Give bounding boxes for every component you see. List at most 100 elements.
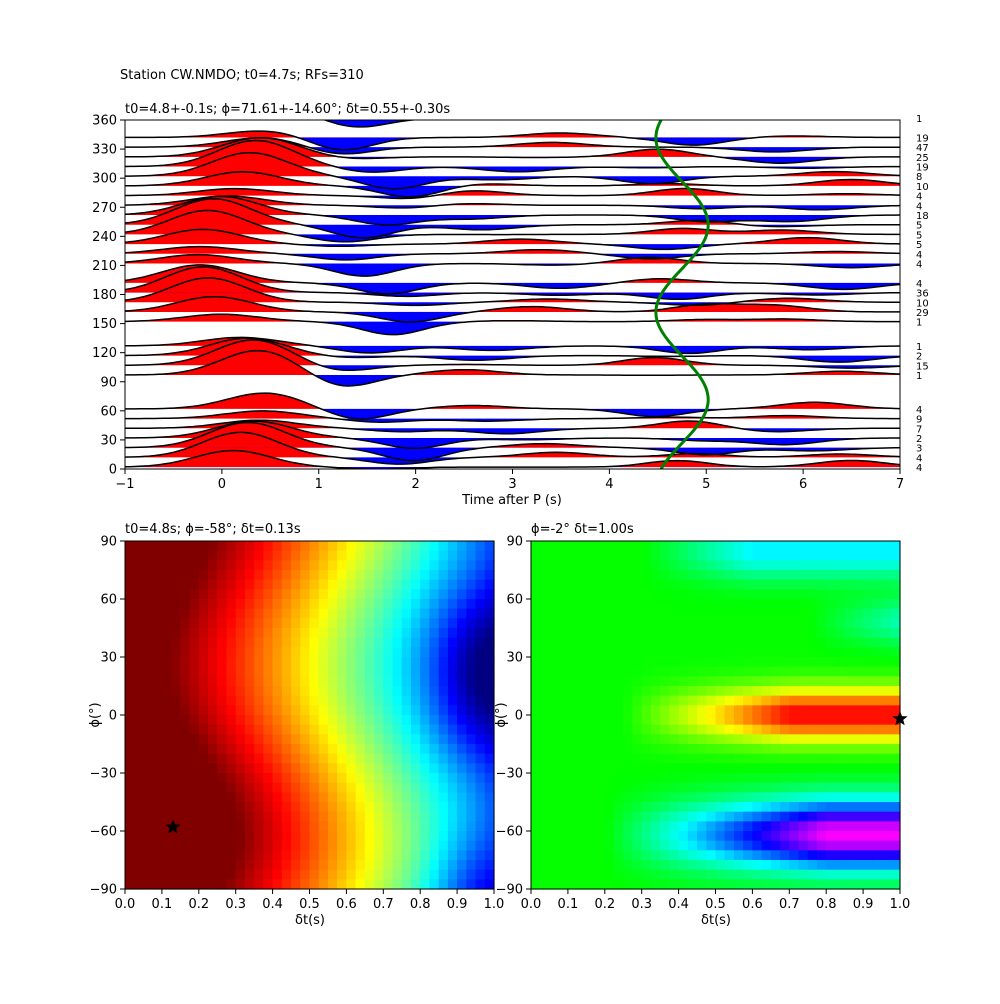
heatmap-cell	[318, 782, 329, 793]
heatmap-cell	[327, 657, 338, 668]
heatmap-cell	[355, 676, 366, 687]
heatmap-cell	[263, 695, 274, 706]
heatmap-cell	[752, 821, 763, 832]
heatmap-cell	[881, 570, 892, 581]
heatmap-cell	[807, 686, 818, 697]
heatmap-cell	[226, 792, 237, 803]
heatmap-cell	[863, 763, 873, 774]
heatmap-cell	[872, 792, 883, 803]
heatmap-cell	[826, 666, 837, 677]
heatmap-cell	[217, 705, 228, 716]
heatmap-cell	[540, 879, 551, 890]
heatmap-cell	[780, 763, 790, 774]
heatmap-cell	[438, 686, 449, 697]
heatmap-cell	[549, 821, 560, 832]
heatmap-cell	[374, 618, 384, 629]
heatmap-cell	[208, 763, 218, 774]
heatmap-cell	[420, 821, 431, 832]
heatmap-cell	[327, 811, 338, 822]
heatmap-cell	[125, 792, 135, 803]
heatmap-cell	[226, 821, 237, 832]
heatmap-cell	[337, 686, 347, 697]
heatmap-cell	[355, 811, 366, 822]
heatmap-cell	[383, 860, 394, 871]
heatmap-cell	[761, 570, 772, 581]
rf-positive-fill	[125, 196, 900, 206]
heatmap-cell	[447, 773, 458, 784]
heatmap-cell	[346, 869, 357, 880]
heatmap-cell	[826, 763, 837, 774]
heatmap-cell	[798, 666, 809, 677]
heatmap-cell	[604, 618, 615, 629]
heatmap-cell	[318, 821, 329, 832]
heatmap-cell	[152, 744, 163, 755]
heatmap-cell	[484, 599, 495, 610]
heatmap-cell	[632, 753, 643, 764]
heatmap-cell	[697, 773, 707, 784]
heatmap-cell	[540, 695, 551, 706]
heatmap-cell	[300, 628, 311, 639]
heatmap-cell	[392, 705, 403, 716]
heatmap-cell	[392, 618, 403, 629]
heatmap-cell	[484, 724, 495, 735]
heatmap-cell	[650, 753, 661, 764]
heatmap-cell	[872, 763, 883, 774]
heatmap-cell	[697, 840, 707, 851]
heatmap-cell	[291, 608, 301, 619]
heatmap-cell	[401, 560, 412, 571]
heatmap-cell	[669, 570, 680, 581]
heatmap-cell	[254, 686, 264, 697]
heatmap-cell	[281, 705, 292, 716]
heatmap-cell	[484, 734, 495, 745]
heatmap-cell	[743, 715, 753, 726]
heatmap-cell	[327, 618, 338, 629]
heatmap-cell	[420, 666, 431, 677]
heatmap-cell	[374, 647, 384, 658]
heatmap-cell	[770, 666, 781, 677]
heatmap-cell	[881, 840, 892, 851]
heatmap-cell	[604, 860, 615, 871]
heatmap-cell	[881, 744, 892, 755]
heatmap-cell	[697, 715, 707, 726]
heatmap-cell	[198, 666, 209, 677]
heatmap-cell	[484, 570, 495, 581]
heatmap-cell	[466, 821, 477, 832]
heatmap-cell	[410, 599, 421, 610]
heatmap-cell	[189, 676, 200, 687]
heatmap-cell	[881, 637, 892, 648]
heatmap-cell	[863, 724, 873, 735]
heatmap-cell	[355, 831, 366, 842]
heatmap-cell	[189, 608, 200, 619]
heatmap-cell	[752, 792, 763, 803]
heatmap-cell	[300, 860, 311, 871]
heatmap-cell	[816, 560, 827, 571]
heatmap-cell	[161, 628, 172, 639]
heatmap-cell	[743, 850, 753, 861]
x-tick-label: 0.4	[262, 897, 283, 912]
x-tick-label: 0.9	[853, 897, 874, 912]
heatmap-cell	[558, 657, 569, 668]
heatmap-cell	[595, 869, 606, 880]
heatmap-cell	[392, 840, 403, 851]
heatmap-cell	[410, 792, 421, 803]
rf-count-label: 10	[916, 182, 929, 193]
heatmap-cell	[254, 676, 264, 687]
heatmap-cell	[853, 589, 864, 600]
heatmap-cell	[780, 734, 790, 745]
heatmap-cell	[429, 666, 440, 677]
heatmap-cell	[780, 560, 790, 571]
heatmap-cell	[816, 715, 827, 726]
heatmap-cell	[447, 676, 458, 687]
heatmap-cell	[531, 734, 541, 745]
heatmap-cell	[466, 773, 477, 784]
heatmap-cell	[641, 676, 652, 687]
heatmap-cell	[355, 792, 366, 803]
heatmap-cell	[466, 840, 477, 851]
heatmap-cell	[706, 666, 717, 677]
heatmap-cell	[143, 715, 154, 726]
rf-positive-fill	[125, 137, 900, 157]
heatmap-cell	[217, 560, 228, 571]
heatmap-cell	[300, 608, 311, 619]
grid-search-left-panel: t0=4.8s; ϕ=-58°; δt=0.13s 0.0 0.1 0.2 0.3 0.…	[88, 522, 504, 928]
heatmap-cell	[743, 666, 753, 677]
